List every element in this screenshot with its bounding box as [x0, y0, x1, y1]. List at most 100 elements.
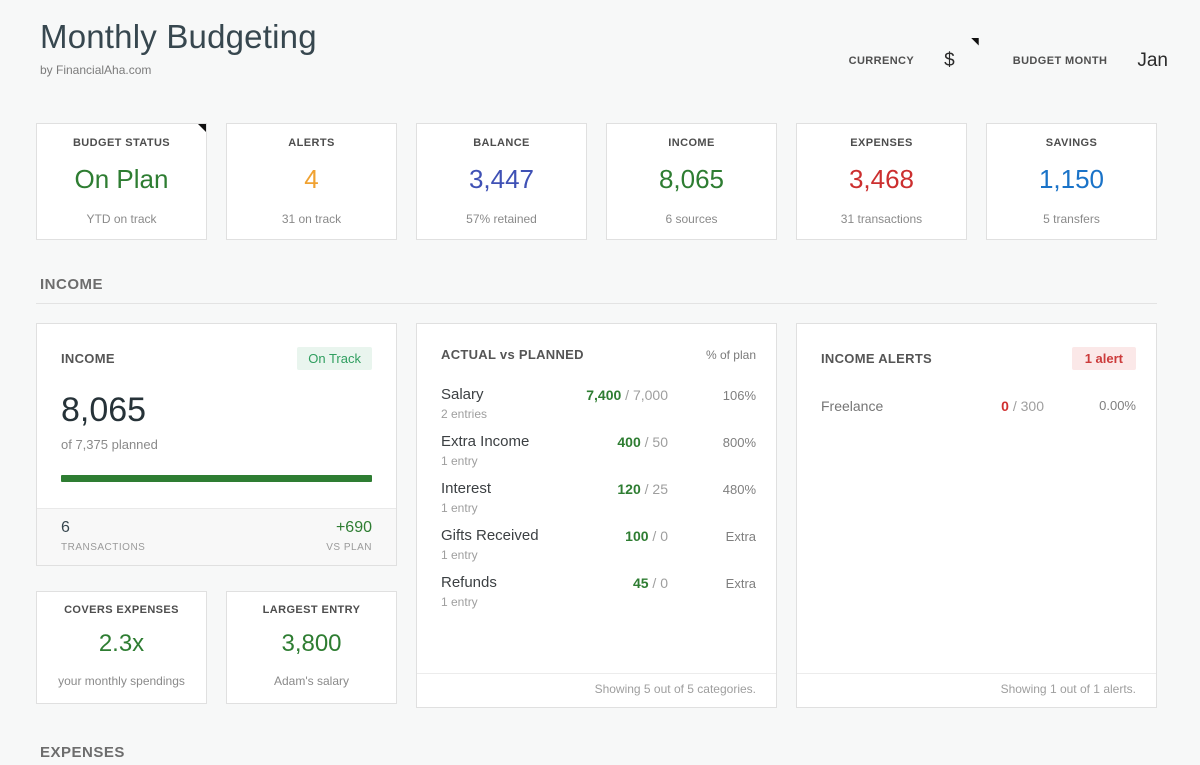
actual-value: 400: [617, 434, 641, 450]
largest-entry-label: LARGEST ENTRY: [262, 604, 361, 616]
category-values: 45 / 0: [550, 575, 668, 591]
currency-label: CURRENCY: [848, 54, 915, 67]
currency-select[interactable]: $: [944, 37, 979, 72]
income-summary-body: INCOME On Track 8,065 of 7,375 planned: [37, 324, 396, 508]
category-entries: 1 entry: [441, 501, 478, 515]
stat-value: On Plan: [74, 164, 169, 194]
category-name-block: Interest 1 entry: [441, 480, 550, 515]
income-section-header: INCOME: [36, 276, 1157, 304]
covers-expenses-label: COVERS EXPENSES: [64, 604, 179, 616]
pct-of-plan-colhead: % of plan: [705, 347, 756, 362]
category-name: Extra Income: [441, 433, 530, 450]
table-row-gifts-received: Gifts Received 1 entry 100 / 0 Extra: [441, 527, 756, 562]
table-row-extra-income: Extra Income 1 entry 400 / 50 800%: [441, 433, 756, 468]
corner-marker-icon: [198, 124, 206, 132]
page-subtitle: by FinancialAha.com: [40, 63, 152, 77]
stat-card-savings: SAVINGS 1,150 5 transfers: [986, 123, 1157, 240]
stat-value: 3,468: [848, 164, 915, 194]
categories-footer: Showing 5 out of 5 categories.: [417, 673, 776, 707]
stat-label: EXPENSES: [850, 137, 913, 149]
actual-value: 7,400: [586, 387, 622, 403]
category-name: Interest: [441, 480, 492, 497]
alert-category-name: Freelance: [821, 398, 884, 414]
table-row-refunds: Refunds 1 entry 45 / 0 Extra: [441, 574, 756, 609]
income-progress-bar: [61, 475, 372, 482]
alert-planned-value: 300: [1020, 398, 1044, 414]
actual-value: 45: [632, 575, 649, 591]
stat-sub: 57% retained: [466, 212, 537, 226]
alert-row-freelance: Freelance 0 / 300 0.00%: [821, 398, 1136, 414]
transactions-label: TRANSACTIONS: [61, 542, 146, 553]
stat-value: 1,150: [1038, 164, 1105, 194]
category-values: 400 / 50: [550, 434, 668, 450]
stat-label: INCOME: [668, 137, 715, 149]
category-pct: Extra: [725, 529, 756, 544]
budget-month-control: BUDGET MONTH Jan: [1013, 50, 1168, 72]
income-mini-cards: COVERS EXPENSES 2.3x your monthly spendi…: [36, 591, 397, 704]
alerts-footer: Showing 1 out of 1 alerts.: [797, 673, 1156, 707]
stat-label: ALERTS: [288, 137, 335, 149]
alert-values: 0 / 300: [926, 398, 1044, 414]
category-name: Gifts Received: [441, 527, 539, 544]
expenses-section-header: EXPENSES: [36, 744, 1157, 765]
value-separator: /: [625, 387, 630, 403]
covers-expenses-sub: your monthly spendings: [58, 674, 185, 688]
actual-vs-planned-card: ACTUAL vs PLANNED % of plan Salary 2 ent…: [416, 323, 777, 708]
stat-value: 4: [304, 164, 319, 194]
budget-month-label: BUDGET MONTH: [1012, 54, 1108, 67]
stat-sub: 31 transactions: [840, 212, 923, 226]
stat-card-row: BUDGET STATUS On Plan YTD on track ALERT…: [36, 123, 1157, 240]
stat-sub: YTD on track: [86, 212, 157, 226]
stat-card-budget-status: BUDGET STATUS On Plan YTD on track: [36, 123, 207, 240]
category-entries: 1 entry: [441, 454, 478, 468]
category-name: Refunds: [441, 574, 497, 591]
income-section-title: INCOME: [40, 276, 103, 293]
stat-card-expenses: EXPENSES 3,468 31 transactions: [796, 123, 967, 240]
alert-count-badge: 1 alert: [1071, 347, 1136, 370]
stat-sub: 31 on track: [281, 212, 342, 226]
category-entries: 1 entry: [441, 595, 478, 609]
value-separator: /: [652, 528, 657, 544]
transactions-stat: 6 TRANSACTIONS: [61, 519, 145, 553]
income-total-value: 8,065: [61, 391, 147, 429]
value-separator: /: [644, 481, 649, 497]
vs-plan-value: +690: [335, 519, 372, 536]
page-title: Monthly Budgeting: [40, 18, 317, 55]
income-summary-head: INCOME On Track: [61, 347, 372, 370]
planned-value: 0: [660, 528, 668, 544]
actual-value: 100: [625, 528, 649, 544]
category-entries: 1 entry: [441, 548, 478, 562]
stat-card-income: INCOME 8,065 6 sources: [606, 123, 777, 240]
stat-label: SAVINGS: [1045, 137, 1098, 149]
category-values: 7,400 / 7,000: [550, 387, 668, 403]
stat-sub: 5 transfers: [1043, 212, 1100, 226]
table-row-salary: Salary 2 entries 7,400 / 7,000 106%: [441, 386, 756, 421]
header: Monthly Budgeting by FinancialAha.com CU…: [0, 0, 1200, 77]
stat-value: 3,447: [468, 164, 535, 194]
stat-label: BUDGET STATUS: [72, 137, 171, 149]
title-block: Monthly Budgeting by FinancialAha.com: [40, 18, 317, 77]
value-separator: /: [1012, 398, 1017, 414]
actual-vs-planned-head: ACTUAL vs PLANNED % of plan: [441, 347, 756, 362]
income-progress-track: [61, 475, 372, 482]
category-name-block: Salary 2 entries: [441, 386, 550, 421]
category-name-block: Gifts Received 1 entry: [441, 527, 550, 562]
corner-marker-icon: [970, 37, 979, 46]
covers-expenses-card: COVERS EXPENSES 2.3x your monthly spendi…: [36, 591, 207, 704]
income-alerts-head: INCOME ALERTS 1 alert: [821, 347, 1136, 370]
planned-value: 7,000: [632, 387, 668, 403]
value-separator: /: [644, 434, 649, 450]
on-track-badge: On Track: [297, 347, 372, 370]
vs-plan-stat: +690 VS PLAN: [326, 519, 372, 553]
budget-month-select[interactable]: Jan: [1137, 49, 1168, 71]
currency-control: CURRENCY $: [848, 37, 979, 72]
alert-actual-value: 0: [1001, 398, 1009, 414]
largest-entry-card: LARGEST ENTRY 3,800 Adam's salary: [226, 591, 397, 704]
largest-entry-value: 3,800: [281, 630, 342, 657]
category-table: Salary 2 entries 7,400 / 7,000 106% Extr…: [441, 386, 756, 609]
stat-label: BALANCE: [473, 137, 530, 149]
covers-expenses-value: 2.3x: [98, 630, 145, 657]
vs-plan-label: VS PLAN: [326, 542, 372, 553]
planned-value: 25: [652, 481, 668, 497]
category-name-block: Extra Income 1 entry: [441, 433, 550, 468]
